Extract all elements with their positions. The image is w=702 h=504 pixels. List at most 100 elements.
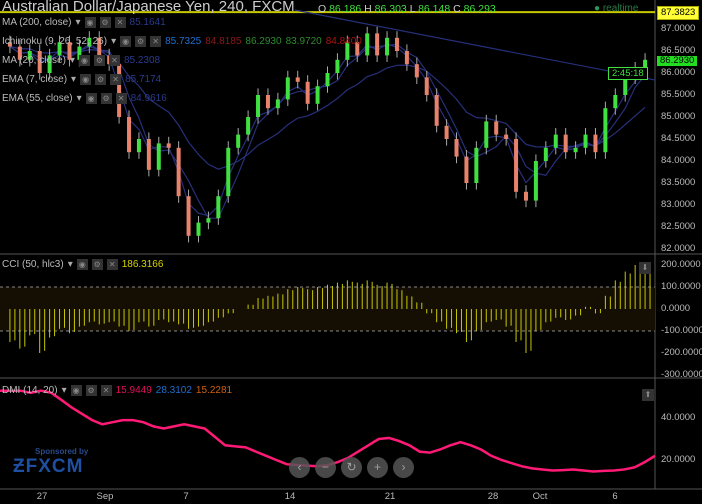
time-tick: Oct <box>532 491 548 502</box>
price-tick: 86.0000 <box>661 67 696 78</box>
candle <box>474 141 479 190</box>
candle <box>7 35 12 54</box>
eye-icon[interactable]: ◉ <box>84 17 96 28</box>
dmi-tick: 40.0000 <box>661 412 696 423</box>
gear-icon[interactable]: ⚙ <box>95 74 107 85</box>
candle <box>285 70 290 106</box>
price-tick: 85.0000 <box>661 111 696 122</box>
candle-body <box>176 147 181 197</box>
collapse-pane-icon[interactable]: ⬇ <box>639 262 651 274</box>
high-value: 86.303 <box>374 3 407 15</box>
candle-body <box>514 139 519 192</box>
candle-body <box>375 33 380 56</box>
candle <box>553 128 558 155</box>
close-icon[interactable]: ✕ <box>115 93 127 104</box>
dmi-legend[interactable]: DMI (14, 20) ▾ ◉ ⚙ ✕ 15.9449 28.3102 15.228… <box>2 385 232 396</box>
chevron-down-icon[interactable]: ▾ <box>71 74 77 85</box>
dmi-name: DMI (14, 20) <box>2 385 58 396</box>
close-icon[interactable]: ✕ <box>100 385 112 396</box>
cci-legend[interactable]: CCI (50, hlc3) ▾ ◉ ⚙ ✕ 186.3166 <box>2 259 163 270</box>
price-tick: 87.0000 <box>661 23 696 34</box>
candle-body <box>236 134 241 148</box>
candle-body <box>156 143 161 170</box>
candle-body <box>613 95 618 109</box>
indicator-legend[interactable]: EMA (55, close) ▾ ◉ ⚙ ✕ 84.9616 <box>2 93 167 104</box>
eye-icon[interactable]: ◉ <box>78 55 90 66</box>
chevron-down-icon[interactable]: ▾ <box>67 259 73 270</box>
candle <box>216 189 221 225</box>
chart-title[interactable]: Australian Dollar/Japanese Yen, 240, FXC… <box>2 0 295 15</box>
price-tick: 83.0000 <box>661 199 696 210</box>
zoom-in-button[interactable]: + <box>367 457 388 478</box>
cci-value: 186.3166 <box>121 259 164 270</box>
gear-icon[interactable]: ⚙ <box>100 93 112 104</box>
candle-body <box>643 59 648 69</box>
close-icon[interactable]: ✕ <box>106 259 118 270</box>
indicator-value: 85.2308 <box>123 55 161 66</box>
candle-body <box>434 95 439 126</box>
indicator-name: MA (20, close) <box>2 55 66 66</box>
eye-icon[interactable]: ◉ <box>70 385 82 396</box>
candle-body <box>553 134 558 148</box>
chevron-down-icon[interactable]: ▾ <box>61 385 67 396</box>
indicator-value: 84.8400 <box>325 36 362 47</box>
reset-button[interactable]: ↻ <box>341 457 362 478</box>
candle <box>444 119 449 146</box>
candle-body <box>7 42 12 47</box>
candle-body <box>47 55 52 73</box>
gear-icon[interactable]: ⚙ <box>135 36 147 47</box>
gear-icon[interactable]: ⚙ <box>93 55 105 66</box>
indicator-value: 85.7174 <box>125 74 162 85</box>
candle <box>47 48 52 80</box>
close-value: 86.293 <box>463 3 496 15</box>
time-tick: 21 <box>384 491 396 502</box>
candle-body <box>315 86 320 104</box>
candle <box>136 132 141 159</box>
dmi-tick: 20.0000 <box>661 454 696 465</box>
expand-pane-icon[interactable]: ⬆ <box>642 389 654 401</box>
candle <box>146 132 151 177</box>
close-icon[interactable]: ✕ <box>110 74 122 85</box>
indicator-legend[interactable]: MA (20, close) ▾ ◉ ⚙ ✕ 85.2308 <box>2 55 160 66</box>
zoom-out-button[interactable]: − <box>315 457 336 478</box>
indicator-legend[interactable]: MA (200, close) ▾ ◉ ⚙ ✕ 85.1641 <box>2 17 166 28</box>
cci-tick: 0.0000 <box>661 303 691 314</box>
scroll-left-button[interactable]: ‹ <box>289 457 310 478</box>
candle <box>583 128 588 155</box>
candle-body <box>37 51 42 73</box>
time-tick: 14 <box>284 491 296 502</box>
close-label: C <box>453 3 461 15</box>
eye-icon[interactable]: ◉ <box>85 93 97 104</box>
eye-icon[interactable]: ◉ <box>76 259 88 270</box>
chevron-down-icon[interactable]: ▾ <box>111 36 117 47</box>
chevron-down-icon[interactable]: ▾ <box>75 17 81 28</box>
candle <box>504 128 509 146</box>
candle-body <box>404 51 409 65</box>
close-icon[interactable]: ✕ <box>108 55 120 66</box>
sponsor-logo[interactable]: Sponsored by ƵFXCM <box>13 447 88 478</box>
ohlc-readout: O 86.186 H 86.303 L 86.148 C 86.293 <box>318 3 496 15</box>
eye-icon[interactable]: ◉ <box>80 74 92 85</box>
candle <box>37 44 42 80</box>
candle <box>27 44 32 67</box>
candle-body <box>623 77 628 95</box>
indicator-legend[interactable]: EMA (7, close) ▾ ◉ ⚙ ✕ 85.7174 <box>2 74 161 85</box>
candle <box>593 128 598 159</box>
indicator-legend[interactable]: Ichimoku (9, 26, 52, 26) ▾ ◉ ⚙ ✕ 85.7325 84.… <box>2 36 362 47</box>
high-label: H <box>364 3 372 15</box>
candle-body <box>573 147 578 153</box>
close-icon[interactable]: ✕ <box>114 17 126 28</box>
chevron-down-icon[interactable]: ▾ <box>69 55 75 66</box>
candle <box>67 35 72 67</box>
close-icon[interactable]: ✕ <box>150 36 162 47</box>
scroll-right-button[interactable]: › <box>393 457 414 478</box>
chevron-down-icon[interactable]: ▾ <box>76 93 82 104</box>
candle-body <box>97 37 102 56</box>
gear-icon[interactable]: ⚙ <box>85 385 97 396</box>
gear-icon[interactable]: ⚙ <box>99 17 111 28</box>
eye-icon[interactable]: ◉ <box>120 36 132 47</box>
indicator-value: 86.2930 <box>245 36 282 47</box>
realtime-status: ● realtime <box>594 3 638 14</box>
gear-icon[interactable]: ⚙ <box>91 259 103 270</box>
candle <box>514 132 519 199</box>
